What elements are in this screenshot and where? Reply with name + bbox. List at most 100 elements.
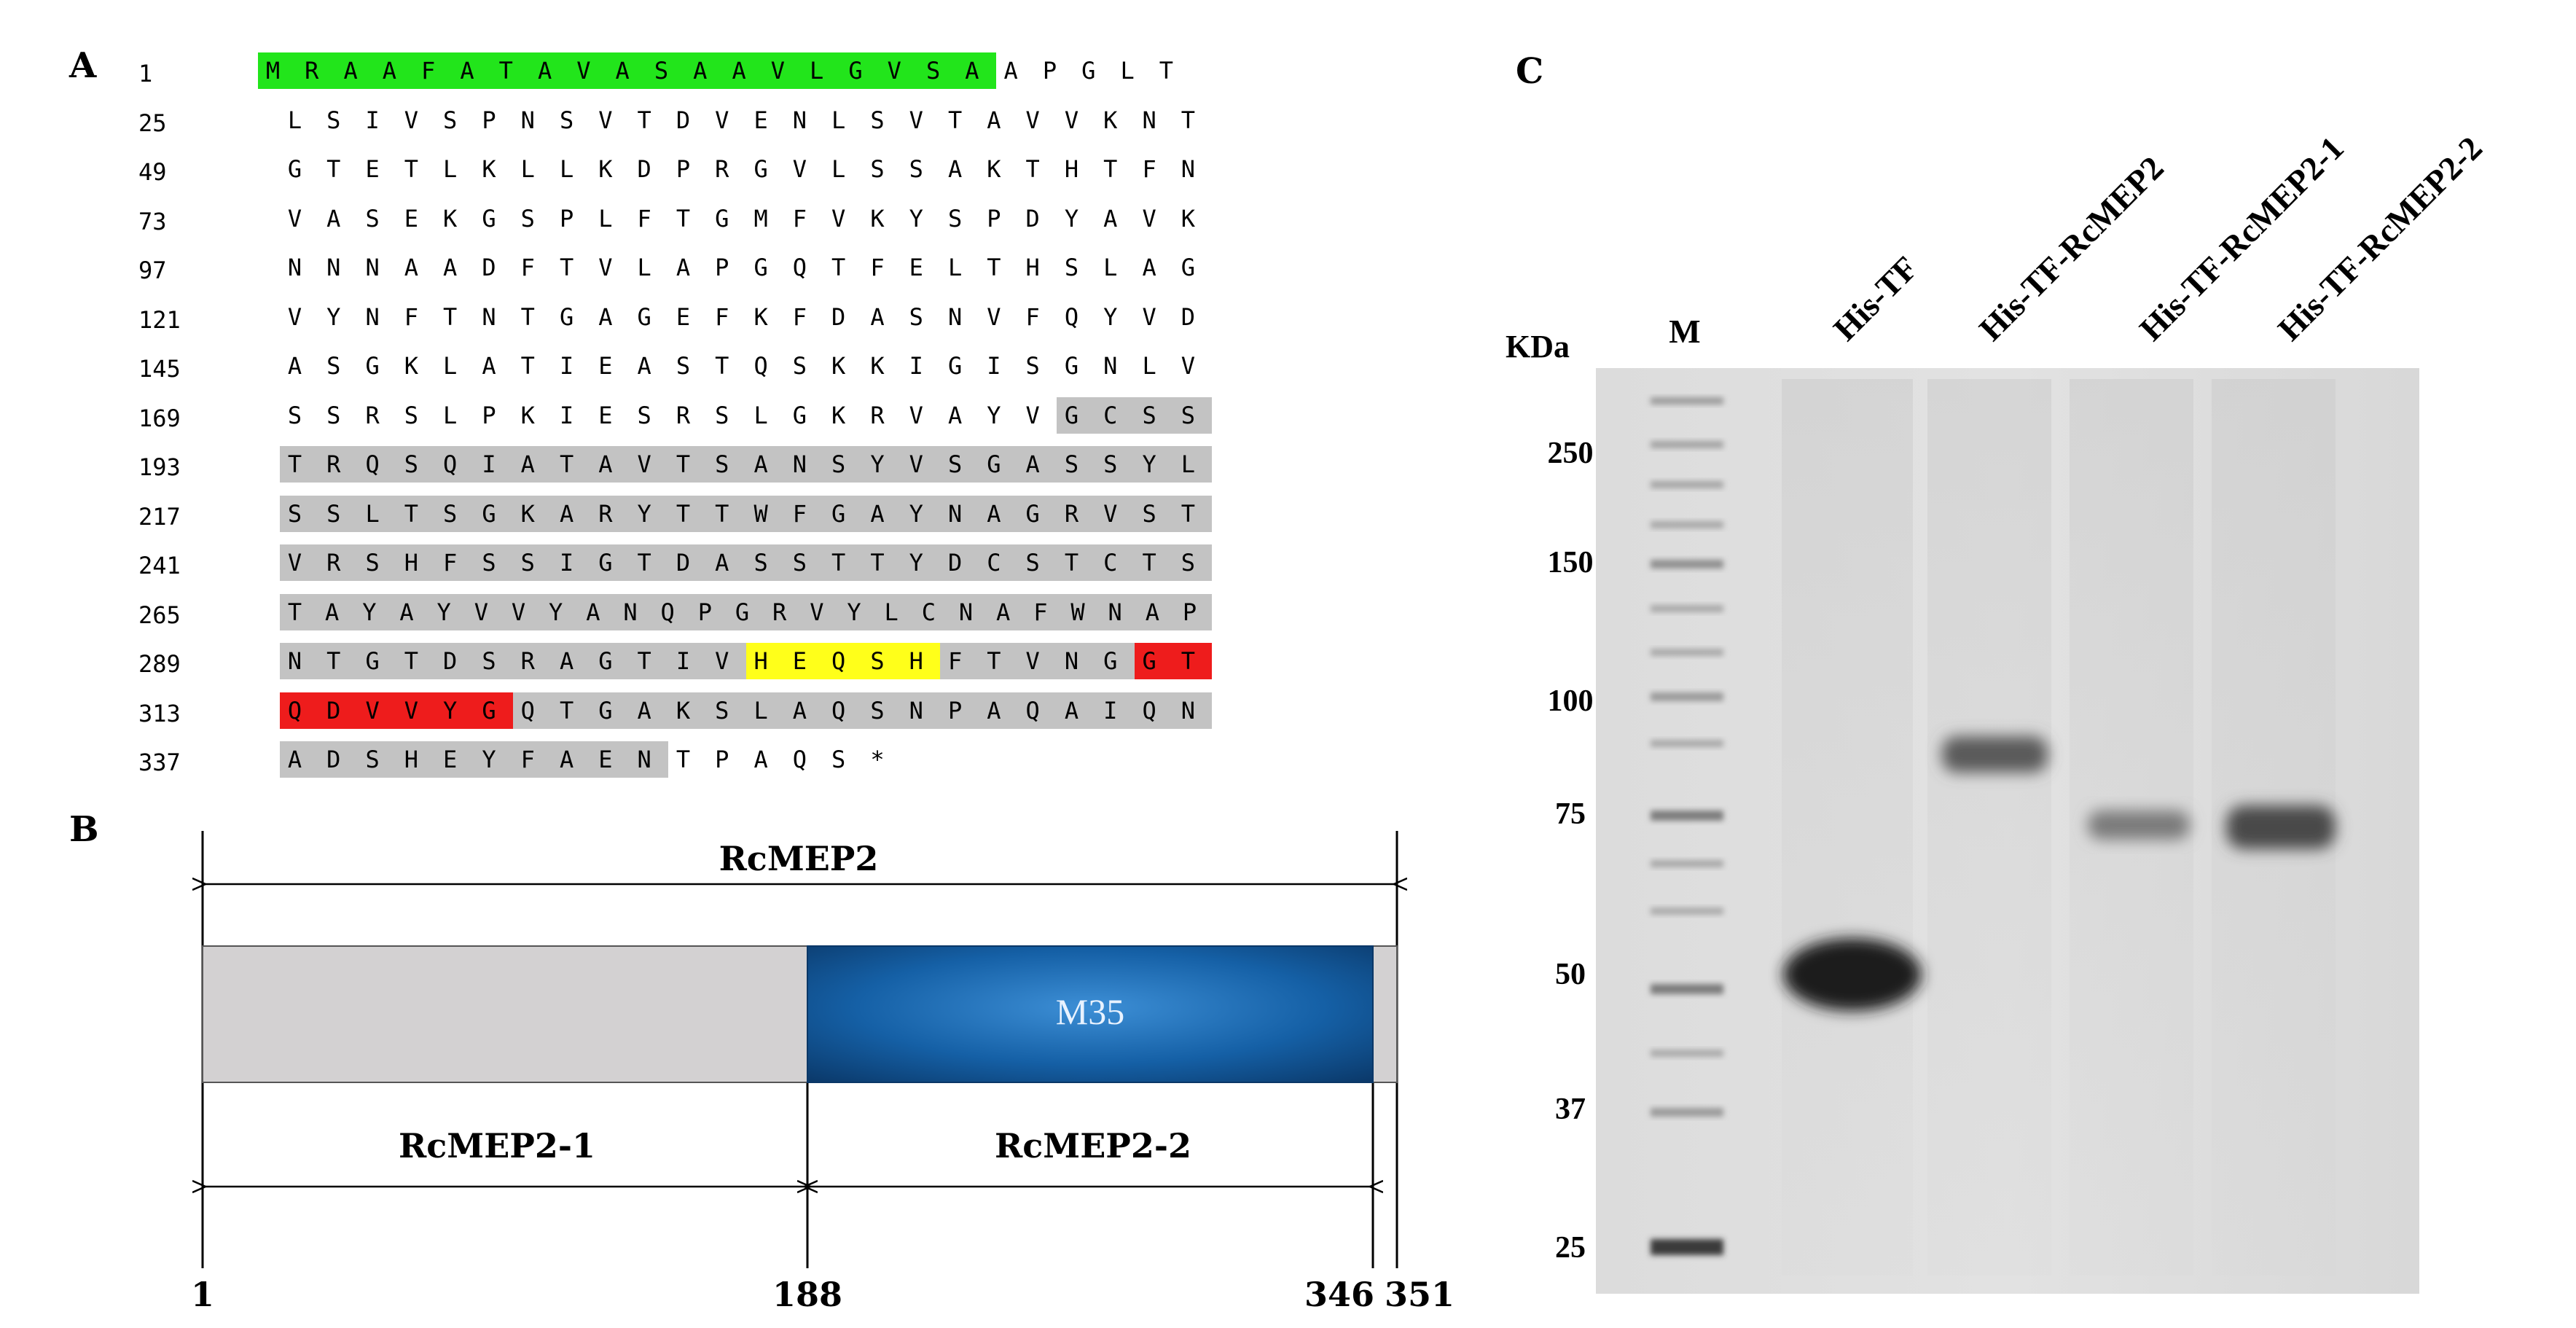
residue: A [753, 746, 768, 773]
residue: G [598, 549, 613, 577]
residue: S [1025, 549, 1040, 577]
residue: P [482, 106, 496, 134]
residue: S [1142, 499, 1156, 528]
residue: E [598, 746, 613, 773]
residue: G [482, 499, 496, 528]
residue: S [559, 106, 574, 134]
residue: S [792, 352, 807, 380]
residue: F [443, 549, 458, 577]
residue: V [1103, 499, 1118, 528]
part1-label: RcMEP2-1 [399, 1126, 595, 1165]
residue: L [443, 401, 458, 429]
residue: A [753, 450, 768, 478]
residue: T [1064, 549, 1079, 577]
residue: S [326, 401, 341, 429]
residue: H [404, 746, 419, 773]
sequence-highlight [512, 692, 1213, 729]
sequence-row: 169 S S R S L P K I E S R S L G K R V A Y V G C S S [0, 397, 1501, 441]
residue: S [287, 401, 302, 429]
residue: P [987, 204, 1001, 233]
residue: Y [909, 549, 923, 577]
residue: S [1025, 352, 1040, 380]
residue: G [1064, 352, 1079, 380]
residue: P [676, 155, 691, 183]
residue: V [887, 57, 901, 85]
residue: S [1181, 401, 1196, 429]
residue: K [987, 155, 1001, 183]
residue: L [753, 696, 768, 724]
residue: S [1103, 450, 1118, 478]
sequence-position: 169 [138, 404, 181, 432]
residue: L [443, 352, 458, 380]
residue: Q [287, 696, 302, 724]
sequence-row: 217 S S L T S G K A R Y T T W F G A Y N A G R V S T [0, 495, 1501, 539]
residue: Y [549, 598, 563, 626]
residue: S [326, 352, 341, 380]
residue: P [482, 401, 496, 429]
residue: N [792, 106, 807, 134]
residue: S [909, 302, 923, 331]
residue: S [365, 549, 380, 577]
residue: H [753, 647, 768, 675]
residue: D [326, 746, 341, 773]
residue: K [520, 499, 535, 528]
residue: Q [443, 450, 458, 478]
residue: Y [1142, 450, 1156, 478]
residue: I [676, 647, 691, 675]
residue: S [947, 204, 963, 233]
ladder-band [1651, 649, 1723, 656]
residue: N [1064, 647, 1079, 675]
residue: K [598, 155, 613, 183]
residue: A [715, 549, 729, 577]
sequence-highlight [745, 643, 941, 679]
residue: T [443, 302, 458, 331]
residue: K [1103, 106, 1118, 134]
residue: Y [443, 696, 458, 724]
residue: N [1142, 106, 1156, 134]
residue: R [772, 598, 787, 626]
residue: R [326, 549, 341, 577]
residue: T [404, 499, 419, 528]
sequence-row: 265 T A Y A Y V V Y A N Q P G R V Y L C N A F W N A P [0, 593, 1501, 638]
residue: A [965, 57, 979, 85]
residue: Q [753, 352, 768, 380]
residue: L [559, 155, 574, 183]
residue: V [987, 302, 1001, 331]
residue: A [537, 57, 552, 85]
sequence-row: 49 G T E T L K L L K D P R G V L S S A K T H T F N [0, 151, 1501, 195]
ladder-band [1651, 907, 1723, 915]
residue: M [753, 204, 768, 233]
residue: A [1103, 204, 1118, 233]
residue: A [404, 254, 419, 281]
sequence-row: 313 Q D V V Y G Q T G A K S L A Q S N P A Q A I Q N [0, 692, 1501, 736]
residue: A [520, 450, 535, 478]
residue: G [792, 401, 807, 429]
residue: E [909, 254, 923, 281]
sequence-highlight [280, 593, 1213, 630]
residue: R [676, 401, 691, 429]
residue: I [987, 352, 1001, 380]
residue: D [676, 106, 691, 134]
panel-label-b: B [69, 809, 99, 850]
residue: G [482, 696, 496, 724]
residue: T [676, 450, 691, 478]
residue: A [1142, 254, 1156, 281]
residue: Y [637, 499, 651, 528]
residue: N [287, 254, 302, 281]
residue: N [637, 746, 651, 773]
residue: S [947, 450, 963, 478]
residue: N [365, 302, 380, 331]
sequence-position: 193 [138, 453, 181, 481]
ladder-band [1651, 984, 1723, 994]
residue: W [1070, 598, 1085, 626]
residue: V [598, 254, 613, 281]
sequence-row: 145 A S G K L A T I E A S T Q S K K I G I S G N L V [0, 348, 1501, 391]
ladder-band [1651, 1108, 1723, 1117]
residue: L [1120, 57, 1135, 85]
residue: E [598, 352, 613, 380]
lane-label-his-tf: His-TF [1826, 249, 1925, 348]
residue: V [770, 57, 786, 85]
residue: T [1159, 57, 1174, 85]
residue: S [676, 352, 691, 380]
gel-y-label: KDa [1506, 329, 1570, 364]
